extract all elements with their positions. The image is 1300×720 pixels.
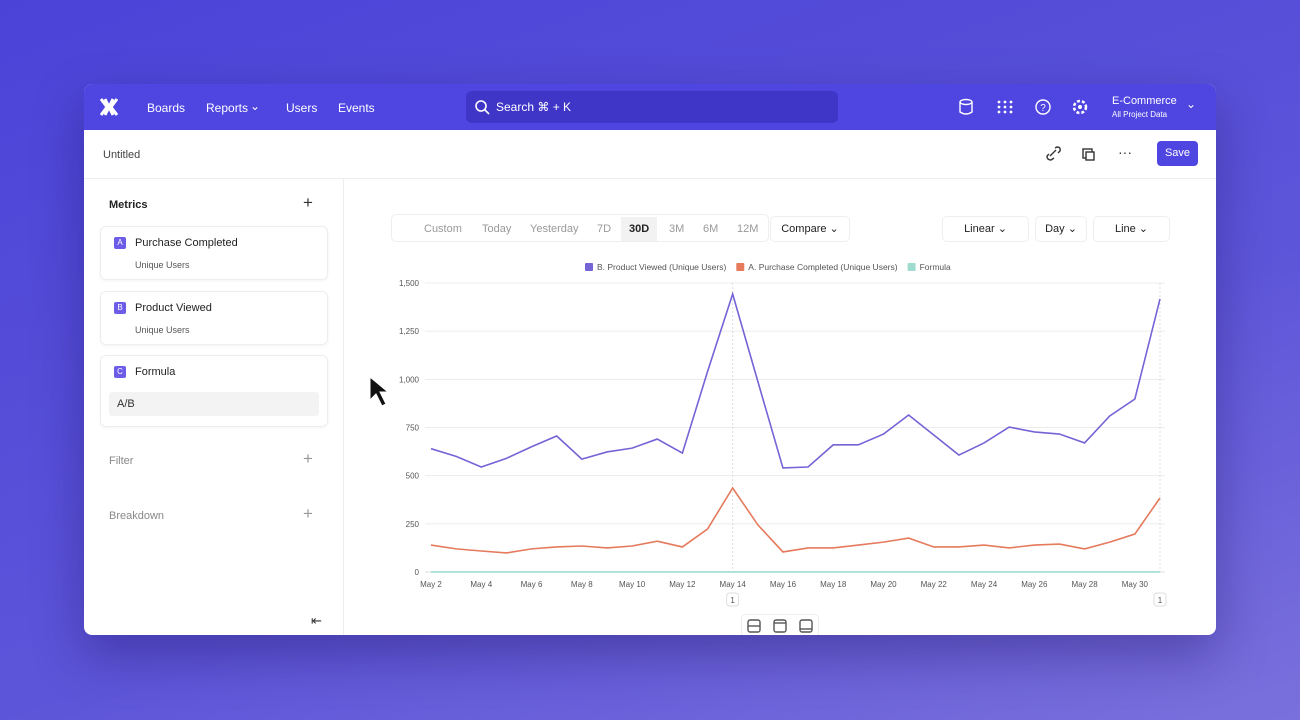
x-tick-label: May 26	[1021, 580, 1048, 589]
dropdown-caret: ⌄	[250, 99, 261, 113]
metric-letter: A	[114, 237, 126, 249]
y-tick-label: 1,000	[399, 375, 420, 384]
date-range-bar	[391, 214, 769, 242]
legend-swatch	[736, 263, 745, 271]
section-title[interactable]: Breakdown	[109, 510, 165, 522]
y-tick-label: 1,500	[399, 279, 420, 288]
toolbar-icons[interactable]: ?	[958, 97, 1088, 117]
metric-card[interactable]: A Purchase Completed Unique Users	[100, 226, 328, 280]
legend-swatch	[585, 263, 593, 271]
search-placeholder: Search ⌘ + K	[496, 100, 572, 114]
report-header: Untitled ··· Save	[84, 130, 1216, 179]
formula-input[interactable]: A/B	[109, 392, 319, 416]
search-box[interactable]: Search ⌘ + K	[466, 91, 838, 123]
legend-label: B. Product Viewed (Unique Users)	[597, 262, 726, 272]
annotation-badge	[726, 592, 740, 607]
legend-swatch	[907, 263, 916, 271]
add-button[interactable]: +	[303, 193, 313, 212]
range-button[interactable]: Custom	[424, 223, 462, 235]
x-tick-label: May 22	[921, 580, 948, 589]
metric-sub: Unique Users	[135, 325, 190, 335]
compare-button[interactable]: Compare ⌄	[770, 216, 850, 242]
x-tick-label: May 6	[521, 580, 543, 589]
annotation-badge	[1153, 592, 1167, 607]
section-title[interactable]: Filter	[109, 455, 134, 467]
nav-item[interactable]: Boards	[147, 101, 186, 115]
x-tick-label: May 16	[770, 580, 797, 589]
range-button[interactable]: Today	[482, 223, 512, 235]
range-button[interactable]: 30D	[621, 217, 658, 241]
button-label: Line	[1114, 223, 1136, 235]
metric-name: Formula	[135, 366, 176, 378]
search-icon	[475, 100, 490, 115]
metric-card[interactable]: B Product Viewed Unique Users	[100, 291, 328, 345]
metric-name: Product Viewed	[135, 302, 212, 314]
layout-icons	[747, 619, 813, 633]
x-tick-label: May 24	[971, 580, 998, 589]
y-tick-label: 500	[406, 472, 420, 481]
button-label: Compare	[781, 223, 827, 235]
x-tick-label: May 4	[470, 580, 492, 589]
x-tick-label: May 28	[1071, 580, 1098, 589]
report-actions[interactable]	[1046, 146, 1116, 162]
annotation-label: 1	[730, 596, 735, 605]
x-tick-label: May 14	[720, 580, 747, 589]
cursor	[369, 375, 390, 407]
range-button[interactable]: 6M	[703, 223, 719, 235]
metric-name: Purchase Completed	[135, 237, 238, 249]
series-line	[430, 291, 1161, 469]
nav-item[interactable]: Events	[338, 101, 375, 115]
x-tick-label: May 2	[420, 580, 442, 589]
y-tick-label: 1,250	[399, 327, 420, 336]
series-line	[430, 486, 1161, 554]
nav-item[interactable]: Reports	[206, 101, 249, 115]
metric-card[interactable]: C Formula A/B	[100, 355, 328, 427]
save-button[interactable]: Save	[1157, 141, 1198, 166]
metric-letter: C	[114, 366, 126, 378]
y-tick-label: 250	[406, 520, 420, 529]
legend-label: Formula	[920, 262, 951, 272]
scale-button[interactable]: Linear ⌄	[942, 216, 1029, 242]
x-tick-label: May 18	[820, 580, 847, 589]
collapse-button[interactable]: ⇤	[311, 613, 322, 628]
section-title: Metrics	[109, 199, 148, 211]
more-menu[interactable]: ···	[1118, 144, 1132, 160]
legend-label: A. Purchase Completed (Unique Users)	[748, 262, 897, 272]
x-tick-label: May 20	[870, 580, 897, 589]
range-button[interactable]: 7D	[597, 223, 612, 235]
y-tick-label: 0	[415, 568, 420, 577]
project-name[interactable]: E-Commerce	[1112, 95, 1177, 107]
dropdown-caret: ⌄	[1186, 97, 1197, 111]
x-tick-label: May 10	[619, 580, 646, 589]
top-nav: Boards Reports ⌄ Users Events Search ⌘ +…	[84, 84, 1216, 130]
range-button[interactable]: 12M	[737, 223, 759, 235]
svg-text:?: ?	[1040, 103, 1046, 114]
x-tick-label: May 12	[669, 580, 696, 589]
sidebar: Metrics + A Purchase Completed Unique Us…	[84, 179, 344, 635]
annotation-label: 1	[1158, 596, 1163, 605]
y-tick-label: 750	[406, 424, 420, 433]
x-tick-label: May 30	[1122, 580, 1149, 589]
metric-letter: B	[114, 302, 126, 314]
logo[interactable]	[99, 97, 119, 117]
x-tick-label: May 8	[571, 580, 593, 589]
nav-item[interactable]: Users	[286, 101, 318, 115]
chart-type-button[interactable]: Line ⌄	[1093, 216, 1170, 242]
project-sub: All Project Data	[1112, 110, 1168, 119]
add-button[interactable]: +	[303, 504, 313, 523]
button-label: Linear	[964, 223, 995, 235]
button-label: Day	[1045, 223, 1065, 235]
range-button[interactable]: 3M	[669, 223, 685, 235]
metric-sub: Unique Users	[135, 260, 190, 270]
unit-button[interactable]: Day ⌄	[1035, 216, 1087, 242]
report-title[interactable]: Untitled	[103, 149, 141, 161]
range-button[interactable]: Yesterday	[530, 223, 579, 235]
add-button[interactable]: +	[303, 449, 313, 468]
